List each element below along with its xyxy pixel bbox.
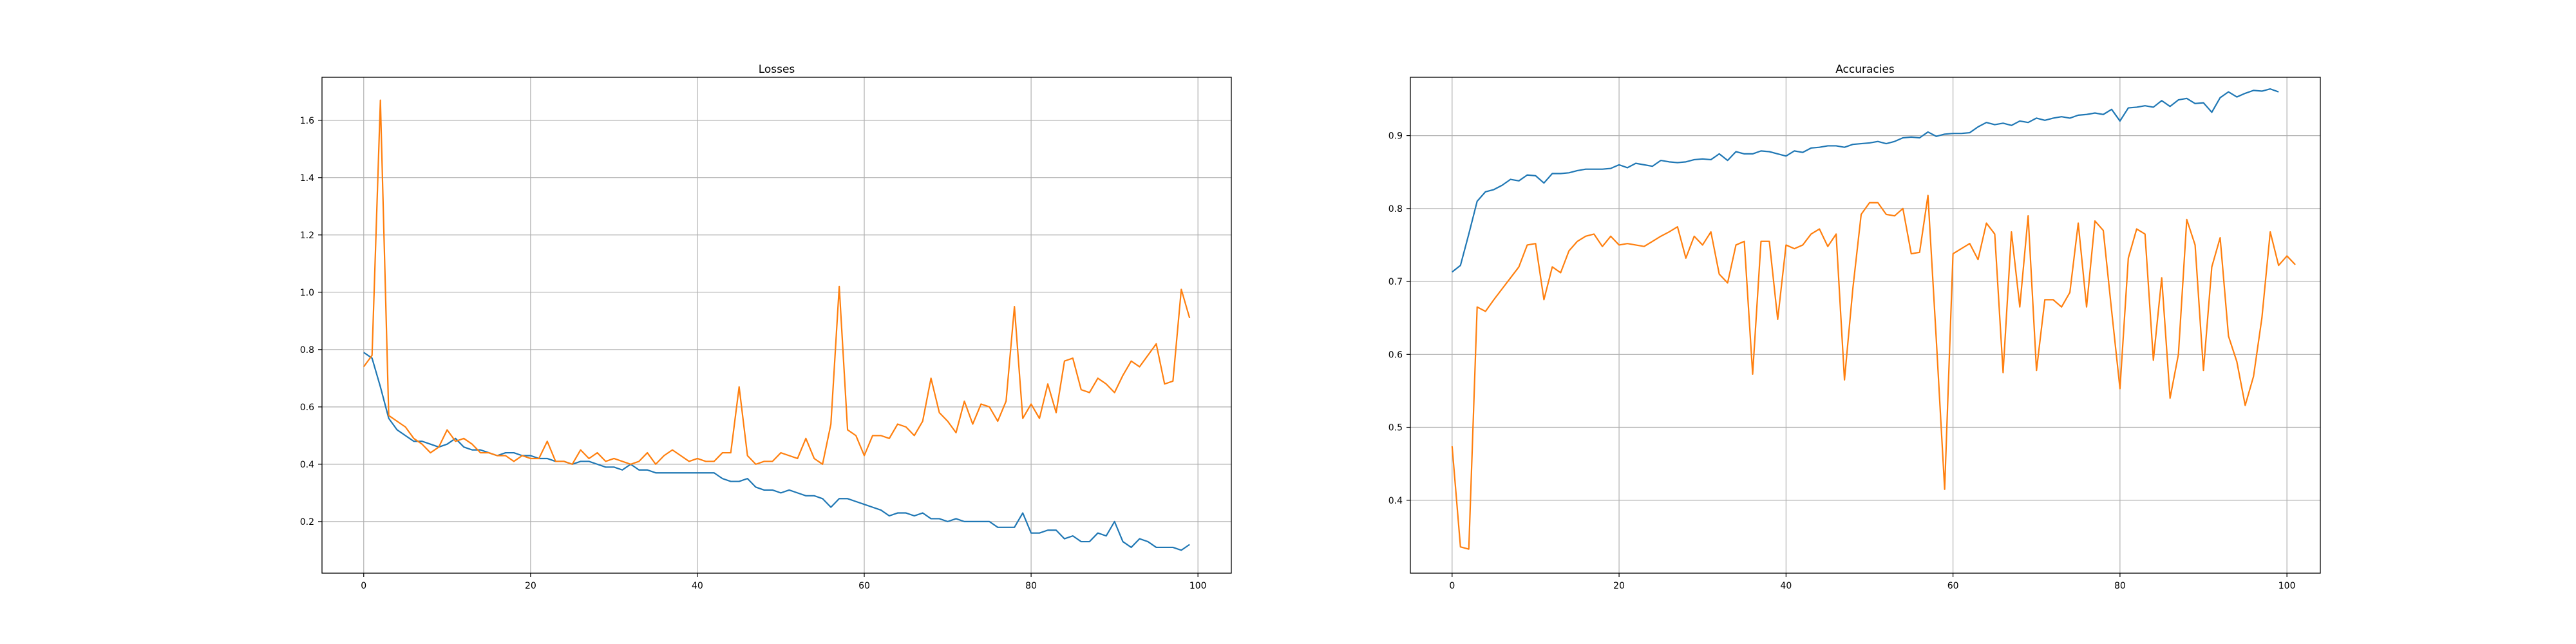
losses-axes: 0 20 40 60 80 100 0.2 0.4 0.6 0.8 1.0 1.2 1.4 1.6 [300,116,1207,591]
accuracies-y-tick-label: 0.7 [1388,277,1403,287]
accuracies-y-tick-label: 0.9 [1388,131,1403,142]
accuracies-chart: Accuracies 0 20 40 60 80 100 0.4 0.5 0.6 0.7 0.8 0.… [1388,63,2321,591]
losses-y-tick-label: 0.8 [300,345,314,355]
accuracies-x-tick-label: 100 [2278,581,2296,591]
losses-y-tick-label: 0.2 [300,517,314,527]
losses-x-tick-label: 20 [525,581,536,591]
losses-plot-frame [321,77,1232,574]
losses-y-tick-label: 0.4 [300,460,314,470]
losses-x-tick-label: 40 [692,581,703,591]
losses-x-tick-label: 100 [1189,581,1207,591]
losses-x-tick-label: 60 [858,581,870,591]
losses-series-1-line [363,352,1190,551]
losses-y-tick-label: 1.6 [300,116,314,126]
losses-series-2-line [363,99,1191,465]
losses-chart-title: Losses [759,63,795,76]
accuracies-y-tick-label: 0.8 [1388,204,1403,214]
accuracies-x-tick-label: 60 [1947,581,1959,591]
accuracies-chart-title: Accuracies [1835,63,1895,76]
losses-y-tick-label: 0.6 [300,402,314,413]
losses-grid [322,77,1231,573]
accuracies-y-tick-label: 0.6 [1388,350,1403,360]
losses-y-tick-label: 1.0 [300,288,314,298]
accuracies-series-2-line [1451,194,2296,550]
accuracies-x-tick-label: 80 [2114,581,2126,591]
losses-x-tick-label: 80 [1025,581,1037,591]
losses-y-tick-label: 1.4 [300,173,314,184]
accuracies-x-tick-label: 40 [1780,581,1792,591]
accuracies-y-tick-label: 0.4 [1388,496,1403,506]
accuracies-x-tick-label: 0 [1449,581,1455,591]
losses-y-tick-label: 1.2 [300,231,314,241]
accuracies-y-tick-label: 0.5 [1388,423,1403,433]
accuracies-plot-frame [1410,77,2321,574]
accuracies-axes: 0 20 40 60 80 100 0.4 0.5 0.6 0.7 0.8 0.9 [1388,131,2296,591]
accuracies-series-1-line [1452,88,2279,273]
losses-chart: Losses 0 20 40 60 80 100 0.2 0.4 0.6 0.8 1.0 1.2 1.4… [300,63,1232,591]
accuracies-x-tick-label: 20 [1613,581,1625,591]
losses-x-tick-label: 0 [361,581,366,591]
